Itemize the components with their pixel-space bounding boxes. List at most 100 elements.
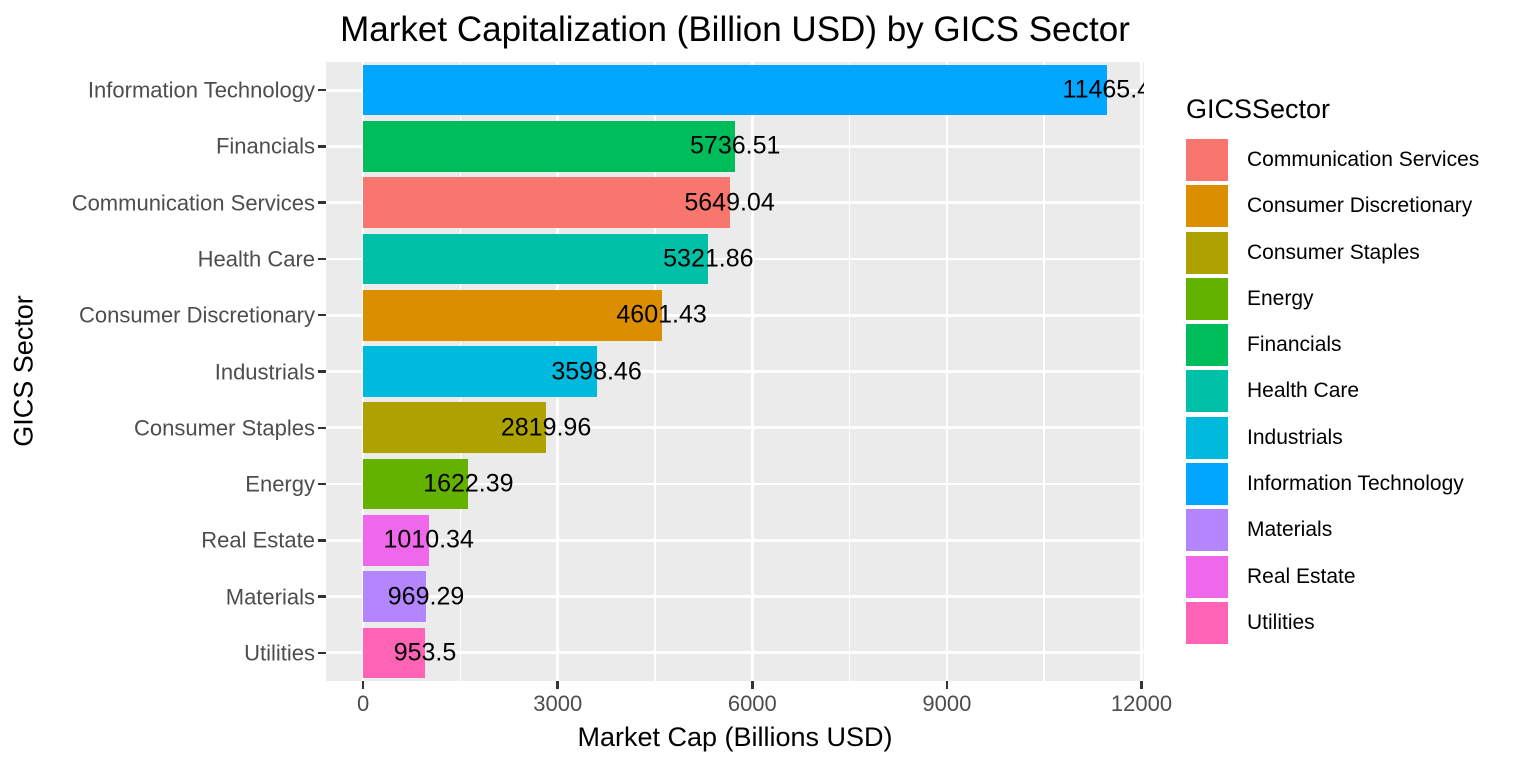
legend-title: GICSSector: [1186, 94, 1331, 124]
legend-swatch: [1186, 324, 1228, 367]
bar-value-label: 2819.96: [500, 413, 592, 442]
y-axis-label: Health Care: [197, 246, 315, 272]
legend-item: Consumer Discretionary: [1186, 185, 1534, 228]
y-axis-tick: [318, 257, 326, 261]
x-axis-tick: [1140, 681, 1143, 689]
x-axis-tick: [556, 681, 559, 689]
bar: [363, 121, 736, 172]
legend-item: Financials: [1186, 324, 1534, 367]
legend-swatch: [1186, 555, 1228, 598]
y-axis-label: Consumer Staples: [134, 415, 315, 441]
legend-swatch: [1186, 231, 1228, 274]
bar-value-label: 4601.43: [616, 300, 707, 329]
legend-swatch: [1186, 370, 1228, 413]
bar: [363, 402, 547, 454]
gridline-major-horizontal: [326, 595, 1144, 598]
y-axis-label: Financials: [215, 133, 315, 159]
legend-item: Real Estate: [1186, 555, 1534, 598]
legend-item: Energy: [1186, 277, 1534, 320]
x-axis-label: 6000: [727, 691, 777, 716]
x-axis-label: 12000: [1110, 691, 1173, 716]
legend-label: Consumer Staples: [1247, 240, 1420, 264]
legend-swatch: [1186, 139, 1228, 181]
bar: [363, 571, 427, 622]
y-axis-label: Materials: [225, 584, 315, 610]
y-axis-label: Real Estate: [201, 527, 315, 553]
bar: [363, 458, 469, 510]
y-axis-label: Utilities: [244, 640, 315, 666]
legend-items: Communication Services Consumer Discretio…: [1186, 139, 1534, 644]
x-axis-label: 9000: [922, 691, 972, 716]
chart-title: Market Capitalization (Billion USD) by G…: [340, 10, 1130, 49]
gridline-major-horizontal: [326, 482, 1144, 486]
legend-label: Utilities: [1247, 610, 1315, 634]
bar: [363, 64, 1107, 116]
y-axis-label: Energy: [245, 471, 315, 497]
gridline-major-horizontal: [326, 313, 1144, 317]
x-axis-tick: [361, 681, 365, 689]
gridline-major-horizontal: [326, 651, 1144, 655]
y-axis-tick: [318, 595, 326, 598]
legend-item: Health Care: [1186, 370, 1534, 413]
gridline-major-horizontal: [326, 426, 1144, 430]
y-axis-tick: [318, 370, 326, 373]
y-axis-tick: [318, 426, 326, 430]
legend-swatch: [1186, 416, 1228, 459]
legend-label: Information Technology: [1247, 472, 1464, 496]
plot-panel: 11465.4 5736.51 5649.04 5321.86 4601.43 3598.…: [326, 62, 1144, 681]
bar-value-label: 969.29: [387, 582, 465, 611]
x-axis-title: Market Cap (Billions USD): [577, 722, 893, 752]
y-axis-label: Communication Services: [71, 190, 315, 216]
y-axis-tick: [318, 313, 326, 317]
x-axis-label: 0: [357, 691, 370, 716]
legend-label: Real Estate: [1247, 564, 1356, 588]
legend-label: Industrials: [1247, 425, 1343, 449]
bar-value-label: 1622.39: [423, 469, 514, 498]
gridline-major-horizontal: [326, 201, 1144, 205]
bar-value-label: 5736.51: [690, 131, 781, 160]
bar: [363, 233, 709, 285]
legend-label: Consumer Discretionary: [1247, 194, 1473, 218]
y-axis-tick: [318, 145, 326, 148]
bar: [363, 177, 730, 228]
bar-value-label: 5321.86: [663, 244, 754, 273]
legend-label: Health Care: [1247, 379, 1360, 403]
bar-value-label: 3598.46: [551, 357, 642, 385]
legend-item: Information Technology: [1186, 463, 1534, 506]
legend-item: Communication Services: [1186, 139, 1534, 181]
y-axis-label: Consumer Discretionary: [79, 302, 315, 328]
y-axis-tick: [318, 651, 326, 655]
bar-value-label: 5649.04: [684, 188, 775, 217]
gridline-major-horizontal: [326, 257, 1144, 261]
x-axis-label: 3000: [533, 691, 583, 716]
legend-label: Energy: [1247, 286, 1314, 310]
legend-swatch: [1186, 463, 1228, 506]
legend-item: Consumer Staples: [1186, 231, 1534, 274]
y-axis-tick: [318, 201, 326, 204]
bar: [363, 346, 597, 397]
y-axis-tick: [318, 539, 326, 542]
legend-swatch: [1186, 601, 1228, 644]
legend-label: Materials: [1247, 518, 1333, 542]
bar: [363, 289, 662, 341]
bar-value-label: 1010.34: [383, 525, 474, 554]
y-axis-label: Information Technology: [87, 77, 315, 103]
legend-label: Financials: [1247, 333, 1342, 357]
x-axis-tick: [751, 681, 754, 689]
legend-swatch: [1186, 509, 1228, 552]
x-axis-tick: [945, 681, 949, 689]
legend-item: Utilities: [1186, 601, 1534, 644]
y-axis-tick: [318, 482, 326, 486]
legend-item: Industrials: [1186, 416, 1534, 459]
bar: [363, 514, 429, 566]
gridline-major-horizontal: [326, 538, 1144, 542]
legend-swatch: [1186, 185, 1228, 228]
y-axis-label: Industrials: [214, 359, 315, 384]
bar: [363, 627, 425, 679]
legend-label: Communication Services: [1247, 148, 1480, 171]
legend: GICSSector Communication Services Consume…: [1186, 94, 1534, 648]
bar-value-label: 11465.4: [1062, 75, 1144, 104]
bar-value-label: 953.5: [393, 638, 457, 667]
gridline-major-horizontal: [326, 370, 1144, 373]
